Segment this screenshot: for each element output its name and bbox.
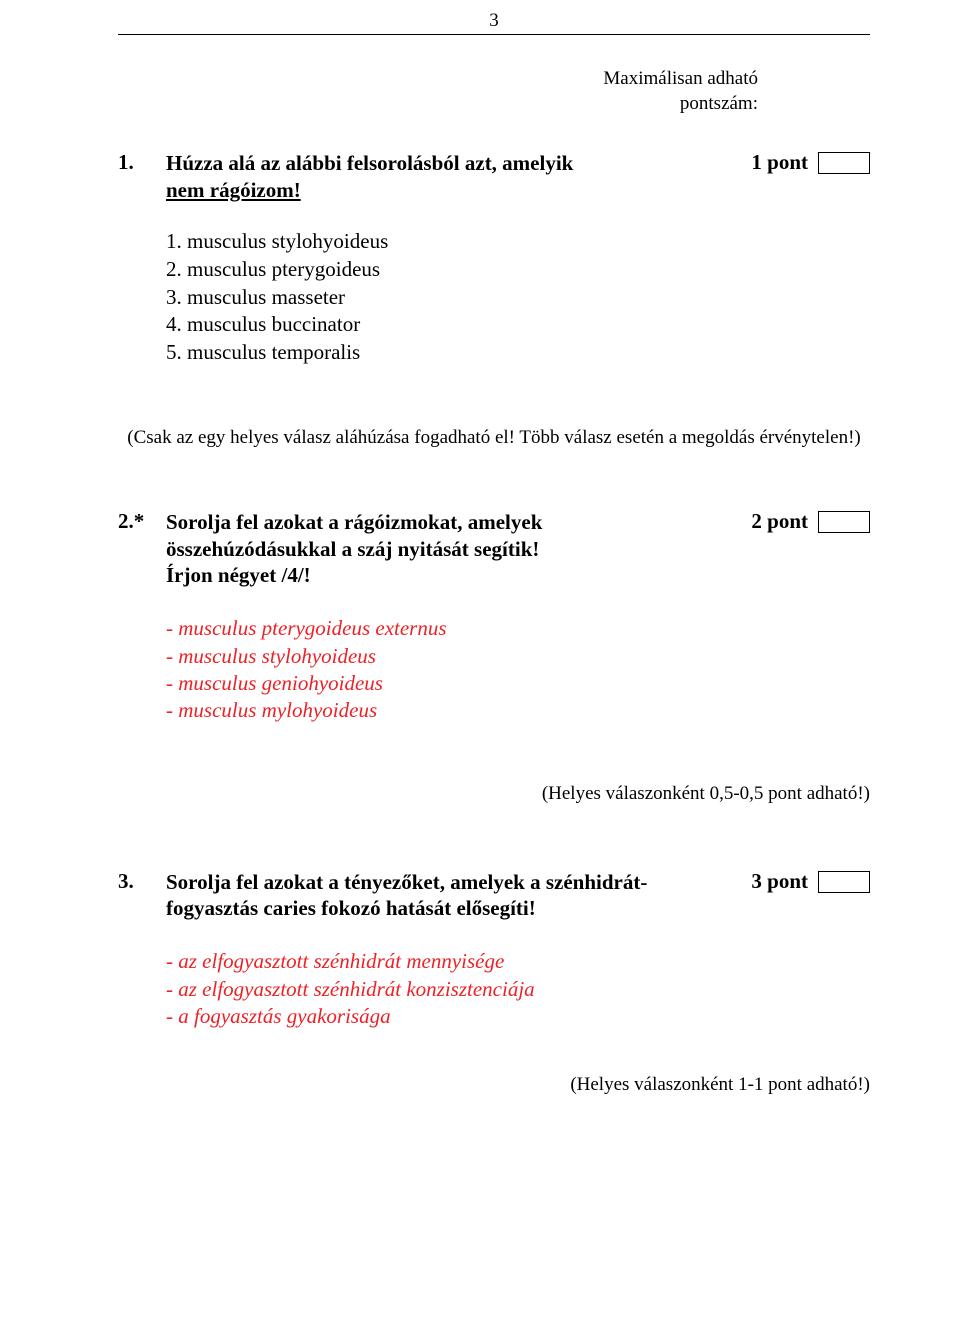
question-3-answer-3: - a fogyasztás gyakorisága [166,1003,870,1030]
question-1-points-group: 1 pont [751,150,870,175]
question-2-text: Sorolja fel azokat a rágóizmokat, amelye… [166,509,739,590]
question-3-text: Sorolja fel azokat a tényezőket, amelyek… [166,869,739,923]
question-3-text-line2: fogyasztás caries fokozó hatását elősegí… [166,896,536,920]
question-3: 3. Sorolja fel azokat a tényezőket, amel… [118,869,870,1097]
question-3-number: 3. [118,869,166,894]
question-1-option-2: 2. musculus pterygoideus [166,256,870,284]
max-points-line2: pontszám: [680,93,758,114]
max-points-line1: Maximálisan adható [603,68,758,89]
question-2-number: 2.* [118,509,166,534]
question-1-text: Húzza alá az alábbi felsorolásból azt, a… [166,150,739,204]
max-points-header: Maximálisan adható pontszám: [118,67,870,116]
question-3-answer-1: - az elfogyasztott szénhidrát mennyisége [166,948,870,975]
question-2-text-line3: Írjon négyet /4/! [166,563,311,587]
question-2-points: 2 pont [751,509,808,534]
question-1: 1. Húzza alá az alábbi felsorolásból azt… [118,150,870,448]
question-3-header: 3. Sorolja fel azokat a tényezőket, amel… [118,869,870,923]
question-2-answer-2: - musculus stylohyoideus [166,643,870,670]
question-3-answer-2: - az elfogyasztott szénhidrát konziszten… [166,976,870,1003]
question-1-scorebox[interactable] [818,152,870,174]
question-3-text-line1: Sorolja fel azokat a tényezőket, amelyek… [166,870,647,894]
question-1-options: 1. musculus stylohyoideus 2. musculus pt… [166,228,870,367]
question-3-note: (Helyes válaszonként 1-1 pont adható!) [118,1074,870,1096]
question-2-points-group: 2 pont [751,509,870,534]
question-3-points-group: 3 pont [751,869,870,894]
question-2-scorebox[interactable] [818,511,870,533]
question-2-note: (Helyes válaszonként 0,5-0,5 pont adható… [118,783,870,805]
question-1-option-1: 1. musculus stylohyoideus [166,228,870,256]
question-1-header: 1. Húzza alá az alábbi felsorolásból azt… [118,150,870,204]
question-1-points: 1 pont [751,150,808,175]
question-2-text-line1: Sorolja fel azokat a rágóizmokat, amelye… [166,510,542,534]
question-2-answer-1: - musculus pterygoideus externus [166,615,870,642]
question-1-text-underline: nem rágóizom! [166,178,301,202]
question-2-text-line2: összehúzódásukkal a száj nyitását segíti… [166,537,539,561]
question-1-option-3: 3. musculus masseter [166,284,870,312]
question-1-note: (Csak az egy helyes válasz aláhúzása fog… [118,427,870,449]
question-1-option-4: 4. musculus buccinator [166,311,870,339]
question-2-answers: - musculus pterygoideus externus - muscu… [166,615,870,724]
question-2-header: 2.* Sorolja fel azokat a rágóizmokat, am… [118,509,870,590]
question-2-answer-4: - musculus mylohyoideus [166,697,870,724]
question-1-option-5: 5. musculus temporalis [166,339,870,367]
question-3-points: 3 pont [751,869,808,894]
question-2: 2.* Sorolja fel azokat a rágóizmokat, am… [118,509,870,805]
question-3-scorebox[interactable] [818,871,870,893]
question-2-answer-3: - musculus geniohyoideus [166,670,870,697]
exam-page: 3 Maximálisan adható pontszám: 1. Húzza … [0,0,960,1330]
page-number: 3 [118,10,870,35]
question-1-text-part1: Húzza alá az alábbi felsorolásból azt, a… [166,151,573,175]
question-3-answers: - az elfogyasztott szénhidrát mennyisége… [166,948,870,1030]
question-1-number: 1. [118,150,166,175]
